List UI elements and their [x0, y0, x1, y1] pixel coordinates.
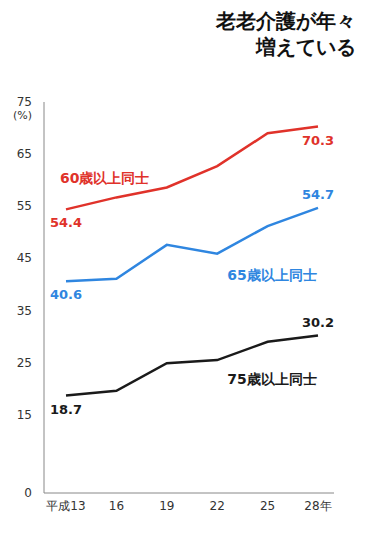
svg-text:75: 75 [17, 95, 32, 109]
svg-text:60歳以上同士: 60歳以上同士 [60, 170, 149, 186]
svg-text:55: 55 [17, 199, 32, 213]
svg-text:40.6: 40.6 [50, 287, 82, 302]
svg-text:28年: 28年 [304, 499, 331, 513]
svg-text:35: 35 [17, 304, 32, 318]
svg-text:75歳以上同士: 75歳以上同士 [227, 371, 316, 387]
svg-text:25: 25 [17, 356, 32, 370]
svg-text:平成13: 平成13 [46, 499, 85, 513]
svg-text:22: 22 [210, 499, 225, 513]
html-text:老老介護が年々増えている: 老老介護が年々増えている [216, 9, 356, 59]
svg-text:0: 0 [24, 486, 32, 500]
svg-text:70.3: 70.3 [302, 133, 334, 148]
svg-text:54.7: 54.7 [302, 187, 334, 202]
svg-text:54.4: 54.4 [50, 215, 82, 230]
svg-text:18.7: 18.7 [50, 402, 82, 417]
svg-text:15: 15 [17, 408, 32, 422]
svg-text:45: 45 [17, 251, 32, 265]
svg-text:(%): (%) [13, 109, 32, 122]
svg-text:16: 16 [109, 499, 124, 513]
svg-text:65歳以上同士: 65歳以上同士 [227, 267, 316, 283]
svg-text:65: 65 [17, 147, 32, 161]
svg-text:25: 25 [260, 499, 275, 513]
svg-text:19: 19 [159, 499, 174, 513]
svg-text:30.2: 30.2 [302, 315, 334, 330]
